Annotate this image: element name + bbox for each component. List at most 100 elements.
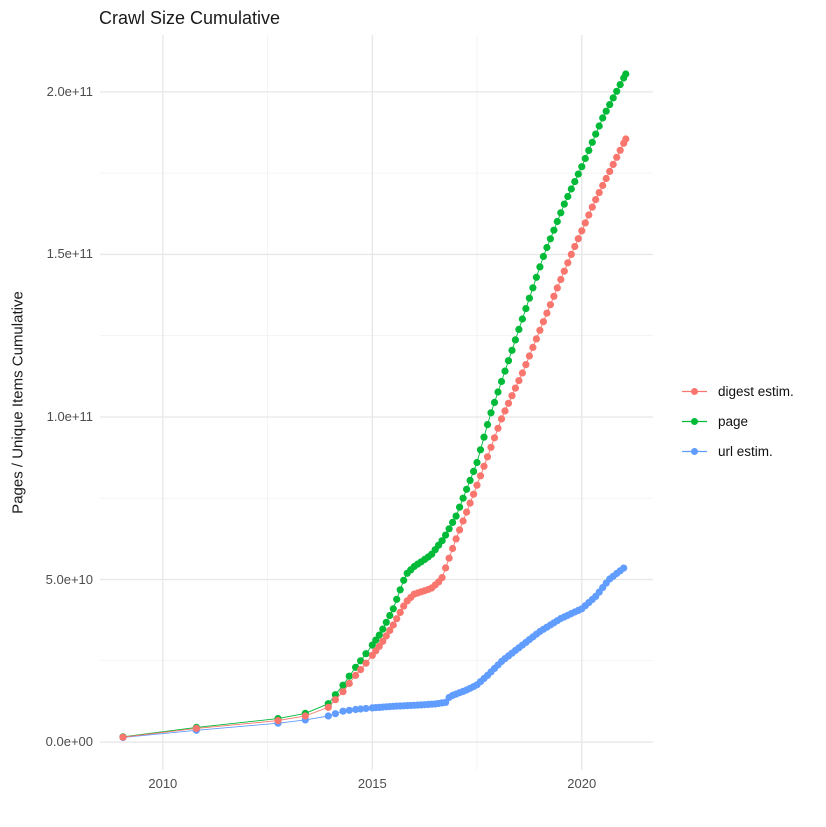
data-point: [564, 192, 572, 201]
data-point: [463, 485, 471, 493]
data-point: [622, 135, 630, 143]
data-point: [483, 421, 492, 429]
data-point: [557, 275, 565, 284]
data-point: [362, 659, 370, 667]
data-point: [368, 641, 376, 649]
data-point: [339, 688, 347, 696]
data-point: [613, 87, 621, 95]
data-point: [490, 434, 499, 442]
data-point: [487, 409, 495, 417]
data-point: [567, 185, 575, 193]
data-point: [557, 209, 565, 217]
data-point: [389, 605, 397, 613]
data-point: [470, 467, 478, 475]
data-point: [345, 706, 353, 714]
data-point: [515, 377, 523, 385]
legend-key-icon: [682, 447, 707, 455]
data-point: [274, 717, 282, 725]
data-point: [532, 335, 541, 343]
data-point: [372, 636, 380, 644]
data-point: [445, 525, 453, 533]
data-point: [438, 537, 446, 545]
data-point: [463, 508, 471, 516]
data-point: [511, 336, 519, 344]
data-point: [592, 130, 600, 138]
data-point: [452, 512, 460, 520]
data-point: [546, 301, 555, 309]
legend-key-icon: [682, 387, 707, 395]
chart-title: Crawl Size Cumulative: [99, 8, 281, 28]
y-tick-label: 0.0e+00: [45, 734, 93, 750]
data-point: [480, 433, 488, 441]
data-point: [560, 267, 568, 275]
x-tick-label: 2015: [357, 776, 387, 791]
data-point: [525, 294, 534, 302]
data-point: [574, 235, 582, 243]
legend-label: url estim.: [718, 443, 773, 459]
data-point: [550, 226, 558, 234]
data-point: [588, 203, 596, 211]
data-point: [497, 377, 506, 386]
x-tick-label: 2020: [567, 776, 597, 791]
data-point: [393, 615, 401, 623]
data-point: [508, 392, 516, 400]
data-point: [504, 399, 513, 407]
data-point: [386, 626, 394, 635]
data-point: [119, 733, 127, 741]
data-point: [331, 691, 339, 699]
legend: digest estim. page url estim.: [681, 376, 794, 466]
data-point: [480, 462, 488, 470]
data-point: [476, 472, 485, 480]
data-point: [532, 273, 541, 281]
data-point: [473, 458, 481, 467]
data-point: [602, 107, 610, 115]
data-point: [473, 481, 481, 489]
data-point: [501, 407, 509, 415]
legend-item: digest estim.: [681, 376, 794, 406]
data-point: [442, 564, 450, 572]
data-point: [345, 679, 353, 688]
data-point: [379, 625, 387, 633]
data-point: [438, 574, 446, 582]
data-point: [345, 672, 353, 680]
data-point: [357, 666, 365, 674]
y-tick-label: 1.5e+11: [46, 246, 93, 262]
data-point: [588, 138, 596, 146]
data-point: [602, 174, 610, 183]
data-point: [609, 160, 617, 168]
data-point: [442, 531, 450, 539]
data-point: [564, 259, 572, 267]
legend-label: digest estim.: [718, 383, 794, 399]
data-point: [352, 671, 360, 680]
data-point: [445, 554, 453, 562]
data-point: [192, 724, 200, 733]
data-point: [571, 178, 579, 186]
data-point: [522, 361, 530, 369]
data-point: [497, 415, 506, 423]
data-point: [529, 343, 537, 351]
data-point: [459, 517, 467, 525]
data-point: [490, 398, 499, 406]
data-point: [616, 146, 624, 154]
data-point: [581, 219, 589, 227]
data-point: [494, 388, 502, 396]
x-tick-label: 2010: [148, 776, 178, 791]
data-point: [301, 712, 309, 720]
data-point: [483, 453, 492, 461]
data-point: [599, 114, 607, 122]
data-point: [362, 650, 370, 658]
data-point: [595, 122, 603, 130]
y-tick-label: 5.0e+10: [45, 571, 93, 587]
data-point: [386, 611, 394, 620]
data-point: [466, 499, 474, 507]
data-point: [536, 263, 544, 271]
data-point: [511, 384, 519, 392]
data-point: [508, 346, 516, 354]
data-point: [466, 476, 474, 484]
data-point: [400, 602, 408, 610]
legend-label: page: [718, 413, 749, 429]
data-point: [518, 369, 527, 377]
data-point: [396, 586, 404, 594]
data-point: [504, 357, 513, 365]
data-point: [400, 576, 408, 584]
